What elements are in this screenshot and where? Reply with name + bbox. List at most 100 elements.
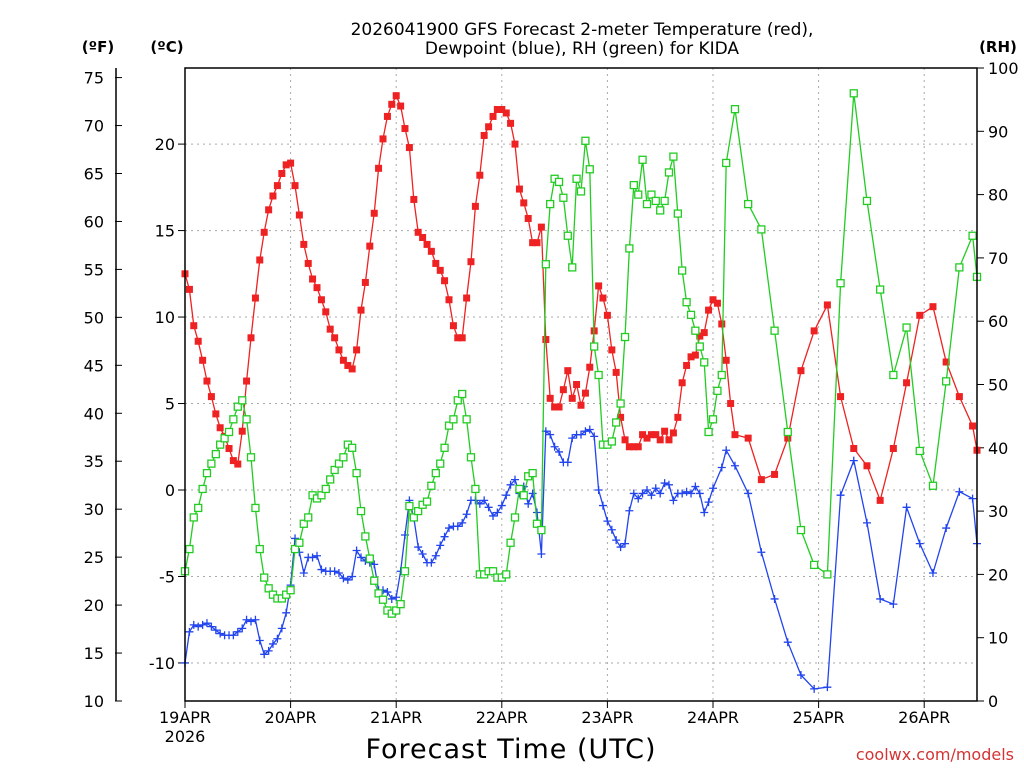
- data-point-dewpoint: [744, 489, 753, 498]
- data-point-rh: [862, 196, 872, 206]
- tick-label-rh: 30: [988, 502, 1008, 521]
- data-point-dewpoint: [247, 617, 255, 626]
- data-point-temperature: [727, 400, 735, 408]
- data-point-temperature: [700, 329, 708, 337]
- data-point-dewpoint: [656, 489, 665, 498]
- data-point-dewpoint: [730, 461, 739, 470]
- data-point-temperature: [463, 294, 471, 302]
- data-point-rh: [634, 190, 643, 199]
- data-point-dewpoint: [722, 446, 731, 455]
- data-point-temperature: [621, 436, 629, 444]
- tick-label-celsius: 0: [165, 481, 175, 500]
- series-layer: [180, 89, 982, 693]
- data-point-temperature: [432, 259, 440, 267]
- data-point-rh: [356, 506, 366, 516]
- data-point-dewpoint: [634, 494, 643, 503]
- data-point-temperature: [216, 424, 224, 432]
- data-point-temperature: [784, 434, 792, 442]
- data-point-dewpoint: [968, 494, 977, 503]
- data-point-rh: [488, 567, 498, 576]
- data-point-dewpoint: [862, 518, 871, 527]
- data-point-temperature: [722, 356, 730, 364]
- data-point-temperature: [757, 476, 765, 484]
- data-point-temperature: [625, 443, 633, 451]
- data-point-temperature: [863, 462, 871, 470]
- data-point-temperature: [942, 358, 950, 366]
- data-point-dewpoint: [431, 551, 440, 560]
- data-point-dewpoint: [638, 489, 647, 498]
- data-point-temperature: [969, 422, 977, 430]
- data-point-rh: [431, 468, 440, 478]
- data-point-temperature: [542, 336, 550, 344]
- data-point-temperature: [533, 239, 541, 247]
- data-point-rh: [282, 590, 291, 599]
- data-point-temperature: [370, 209, 378, 217]
- data-point-temperature: [375, 164, 383, 172]
- data-point-temperature: [577, 401, 585, 409]
- data-point-dewpoint: [436, 541, 445, 550]
- data-point-temperature: [903, 379, 911, 387]
- data-point-rh: [400, 567, 410, 576]
- data-point-rh: [440, 443, 449, 452]
- data-point-dewpoint: [484, 503, 493, 512]
- data-point-dewpoint: [810, 684, 819, 693]
- data-point-temperature: [190, 322, 198, 330]
- data-point-temperature: [405, 144, 413, 152]
- data-point-dewpoint: [709, 484, 717, 493]
- data-point-dewpoint: [313, 551, 321, 560]
- data-point-temperature: [709, 296, 717, 304]
- data-point-rh: [295, 538, 304, 547]
- data-point-rh: [537, 525, 546, 535]
- chart-title-line1: 2026041900 GFS Forecast 2-meter Temperat…: [351, 20, 814, 40]
- tick-label-rh: 90: [988, 122, 1008, 141]
- data-point-temperature: [361, 278, 369, 286]
- data-point-temperature: [489, 112, 497, 120]
- data-point-rh: [572, 174, 581, 183]
- data-point-rh: [651, 196, 660, 206]
- data-point-temperature: [678, 379, 686, 387]
- tick-label-date: 26APR: [898, 708, 950, 727]
- data-point-temperature: [278, 170, 286, 177]
- data-point-temperature: [555, 403, 563, 411]
- data-point-dewpoint: [836, 491, 845, 500]
- data-point-temperature: [300, 240, 308, 248]
- data-point-temperature: [339, 356, 347, 364]
- data-point-temperature: [317, 296, 325, 304]
- data-point-temperature: [304, 259, 312, 267]
- data-point-temperature: [454, 334, 462, 342]
- data-point-rh: [902, 323, 911, 332]
- data-point-temperature: [511, 140, 519, 148]
- data-point-rh: [713, 386, 722, 395]
- data-point-rh: [559, 193, 568, 202]
- data-point-temperature: [850, 444, 858, 452]
- data-point-temperature: [617, 413, 625, 421]
- tick-label-fahrenheit: 10: [84, 692, 104, 711]
- axis-unit-celsius: (ºC): [150, 38, 183, 56]
- data-point-rh: [198, 484, 207, 494]
- data-point-temperature: [234, 460, 242, 468]
- data-point-rh: [541, 260, 550, 269]
- data-point-dewpoint: [418, 549, 427, 558]
- data-point-rh: [528, 468, 537, 478]
- data-point-rh: [625, 244, 634, 253]
- data-point-temperature: [797, 367, 805, 375]
- data-point-rh: [682, 298, 691, 307]
- data-point-rh: [770, 326, 779, 335]
- data-point-rh: [427, 481, 436, 490]
- data-point-dewpoint: [616, 543, 625, 552]
- data-point-temperature: [282, 161, 290, 169]
- data-point-dewpoint: [889, 600, 898, 609]
- data-point-rh: [532, 519, 542, 528]
- data-point-temperature: [291, 182, 299, 190]
- data-point-dewpoint: [687, 489, 696, 498]
- data-point-temperature: [718, 320, 726, 328]
- data-point-temperature: [295, 211, 303, 219]
- data-point-dewpoint: [651, 484, 660, 493]
- data-point-temperature: [955, 393, 963, 401]
- data-point-rh: [233, 402, 242, 411]
- tick-label-date: 20APR: [265, 708, 317, 727]
- data-point-dewpoint: [704, 498, 713, 507]
- data-point-temperature: [471, 202, 479, 210]
